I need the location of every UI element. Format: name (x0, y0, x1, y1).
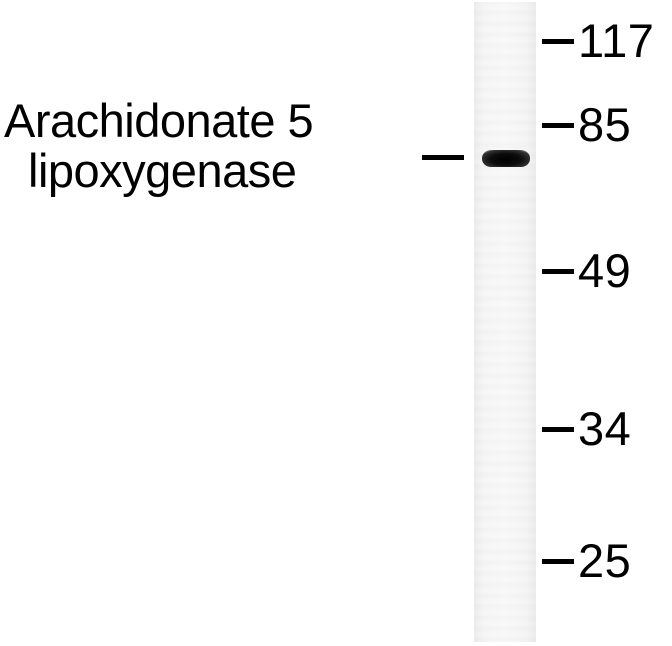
marker-117: 117 (542, 17, 654, 65)
marker-label: 49 (578, 244, 632, 297)
marker-tick (542, 38, 574, 44)
marker-tick (542, 558, 574, 564)
marker-49: 49 (542, 247, 631, 295)
protein-label-line2: lipoxygenase (28, 144, 297, 197)
marker-label: 25 (578, 534, 632, 587)
marker-tick (542, 426, 574, 432)
marker-34: 34 (542, 405, 631, 453)
lane-texture (474, 2, 536, 642)
band-pointer (422, 155, 464, 160)
marker-label: 85 (578, 98, 632, 151)
protein-label-line1: Arachidonate 5 (4, 94, 314, 147)
marker-label: 34 (578, 402, 632, 455)
blot-lane (474, 2, 536, 642)
marker-tick (542, 122, 574, 128)
marker-25: 25 (542, 537, 631, 585)
marker-tick (542, 268, 574, 274)
protein-band (482, 150, 530, 167)
marker-label: 117 (578, 14, 655, 67)
marker-85: 85 (542, 101, 631, 149)
protein-label: Arachidonate 5 lipoxygenase (4, 96, 424, 196)
